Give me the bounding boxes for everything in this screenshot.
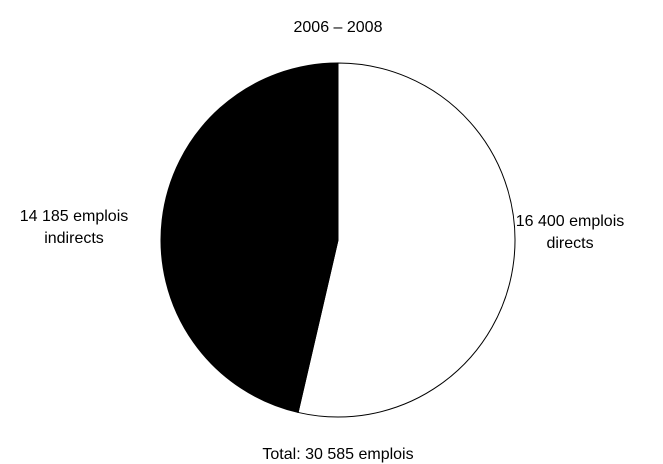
chart-title: 2006 – 2008: [294, 19, 383, 36]
slice-label-directs-line2: directs: [546, 235, 593, 252]
total-label: Total: 30 585 emplois: [262, 446, 413, 463]
pie-slice-directs: [297, 62, 516, 418]
slice-label-indirects-line1: 14 185 emplois: [20, 208, 129, 225]
pie-slices: [160, 62, 516, 418]
pie-slice-indirects: [160, 62, 339, 414]
slice-label-directs-line1: 16 400 emplois: [516, 213, 625, 230]
slice-label-indirects-line2: indirects: [44, 230, 104, 247]
